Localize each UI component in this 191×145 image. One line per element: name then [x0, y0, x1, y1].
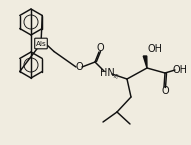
Text: r,: r,	[115, 73, 119, 79]
Text: Als: Als	[36, 40, 46, 47]
Text: O: O	[97, 43, 104, 53]
FancyBboxPatch shape	[35, 38, 47, 49]
Polygon shape	[143, 56, 147, 68]
Text: O: O	[161, 86, 169, 96]
Text: O: O	[75, 62, 83, 72]
Text: ,: ,	[112, 70, 115, 79]
Text: HN: HN	[100, 68, 114, 78]
Text: OH: OH	[172, 65, 188, 75]
Text: OH: OH	[148, 44, 163, 54]
